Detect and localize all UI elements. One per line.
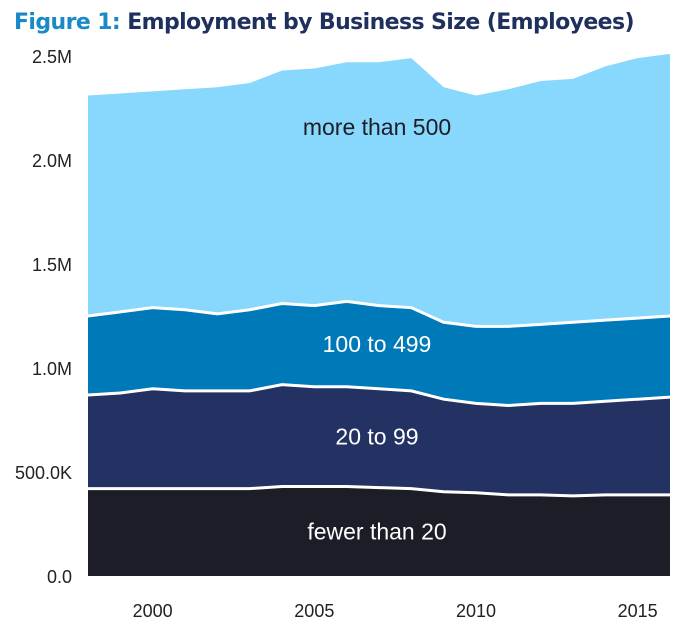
x-tick-label: 2010 xyxy=(456,601,496,621)
chart-title: Figure 1: Employment by Business Size (E… xyxy=(14,10,635,35)
figure-number: Figure 1: xyxy=(14,10,121,35)
y-tick-label: 0.0 xyxy=(47,567,72,587)
y-axis: 0.0 500.0K 1.0M 1.5M 2.0M 2.5M xyxy=(15,47,72,587)
x-tick-label: 2015 xyxy=(618,601,658,621)
y-tick-label: 2.0M xyxy=(32,151,72,171)
y-tick-label: 1.5M xyxy=(32,255,72,275)
area-more-than-500 xyxy=(88,53,670,327)
area-label-more-than-500: more than 500 xyxy=(303,114,451,140)
separator-line-100-to-499 xyxy=(87,299,671,328)
y-tick-label: 500.0K xyxy=(15,463,72,483)
area-label-20-to-99: 20 to 99 xyxy=(335,424,418,450)
separator-line-fewer-than-20 xyxy=(88,485,670,498)
figure-title: Employment by Business Size (Employees) xyxy=(127,10,634,35)
area-label-100-to-499: 100 to 499 xyxy=(323,331,432,357)
area-labels-group: fewer than 20 20 to 99 100 to 499 more than… xyxy=(303,114,451,544)
area-100-to-499 xyxy=(88,301,670,406)
areas-group xyxy=(88,53,670,576)
area-fewer-than-20 xyxy=(88,486,670,576)
x-tick-label: 2005 xyxy=(294,601,334,621)
x-tick-label: 2000 xyxy=(133,601,173,621)
x-axis: 2000 2005 2010 2015 xyxy=(133,601,658,621)
area-20-to-99 xyxy=(88,384,670,496)
area-label-fewer-than-20: fewer than 20 xyxy=(307,518,446,544)
y-tick-label: 2.5M xyxy=(32,47,72,67)
y-tick-label: 1.0M xyxy=(32,359,72,379)
separator-lines-group xyxy=(87,299,671,498)
separator-line-20-to-99 xyxy=(87,383,671,407)
